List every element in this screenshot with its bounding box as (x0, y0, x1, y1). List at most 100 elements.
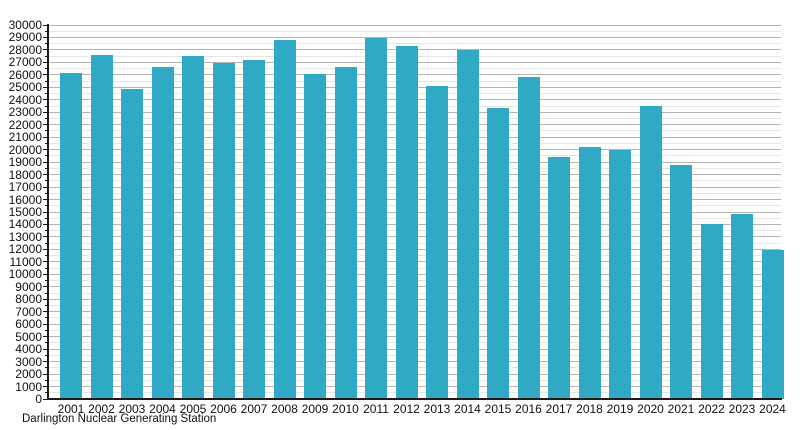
y-minor-tick (45, 192, 48, 194)
y-major-tick (43, 211, 48, 213)
y-minor-tick (45, 105, 48, 107)
y-major-tick (43, 124, 48, 126)
y-major-tick (43, 199, 48, 201)
y-tick-label: 28000 (8, 42, 42, 57)
x-tick-label: 2003 (118, 402, 146, 416)
x-tick-label: 2005 (179, 402, 207, 416)
y-major-tick (43, 373, 48, 375)
bar-2012 (395, 46, 418, 399)
major-gridline (48, 36, 781, 38)
y-tick-label: 6000 (15, 317, 42, 332)
y-tick-label: 29000 (8, 30, 42, 45)
y-minor-tick (45, 354, 48, 356)
y-tick-label: 30000 (8, 18, 42, 32)
x-tick-label: 2009 (301, 402, 329, 416)
y-tick-label: 12000 (8, 242, 42, 257)
x-tick-label: 2004 (149, 402, 176, 416)
y-tick-label: 25000 (8, 80, 42, 95)
bar-2009 (304, 73, 326, 399)
y-major-tick (43, 386, 48, 388)
x-tick-label: 2018 (576, 402, 603, 416)
y-major-tick (43, 174, 48, 176)
x-tick-label: 2015 (484, 402, 512, 416)
x-tick-label: 2010 (332, 402, 359, 416)
y-major-tick (43, 336, 48, 338)
x-tick-label: 2019 (606, 402, 634, 416)
y-tick-label: 4000 (15, 342, 42, 357)
bar-2002 (90, 54, 113, 399)
y-minor-tick (45, 118, 48, 119)
y-minor-tick (45, 267, 48, 269)
y-minor-tick (45, 217, 48, 219)
y-major-tick (43, 311, 48, 313)
bar-2022 (700, 223, 723, 399)
y-minor-tick (45, 329, 48, 331)
bar-2020 (639, 106, 662, 399)
y-minor-tick (45, 305, 48, 306)
x-tick-label: 2002 (88, 402, 115, 416)
y-minor-tick (45, 342, 48, 344)
y-major-tick (43, 49, 48, 51)
x-tick-label: 2017 (545, 402, 573, 416)
y-minor-tick (45, 255, 48, 257)
y-tick-label: 19000 (8, 155, 42, 170)
y-minor-tick (45, 379, 48, 381)
y-major-tick (43, 61, 48, 63)
x-tick-label: 2013 (423, 402, 451, 416)
y-major-tick (43, 286, 48, 288)
y-tick-label: 13000 (8, 229, 42, 244)
y-tick-label: 27000 (8, 55, 42, 70)
x-tick-label: 2006 (210, 402, 237, 416)
y-axis-line (47, 24, 49, 400)
bar-2018 (578, 147, 601, 399)
y-minor-tick (45, 130, 48, 132)
bar-2019 (609, 150, 631, 399)
bar-2005 (182, 55, 204, 399)
bar-2003 (121, 88, 143, 399)
bar-2017 (548, 157, 570, 399)
y-tick-label: 2000 (15, 367, 42, 382)
y-minor-tick (45, 167, 48, 169)
x-tick-label: 2016 (515, 402, 542, 416)
y-major-tick (43, 99, 48, 101)
bar-2008 (273, 39, 296, 399)
y-major-tick (43, 298, 48, 300)
y-minor-tick (45, 142, 48, 144)
y-major-tick (43, 348, 48, 350)
y-tick-label: 3000 (15, 354, 42, 369)
y-major-tick (43, 361, 48, 363)
y-major-tick (43, 111, 48, 113)
bar-2021 (670, 165, 692, 399)
y-tick-label: 14000 (8, 217, 42, 232)
bar-2011 (365, 38, 387, 399)
x-tick-label: 2011 (363, 402, 389, 416)
y-major-tick (43, 273, 48, 275)
y-minor-tick (45, 180, 48, 182)
bar-2014 (456, 49, 479, 399)
x-tick-label: 2022 (698, 402, 725, 416)
x-tick-label: 2023 (728, 402, 756, 416)
x-tick-label: 2007 (240, 402, 268, 416)
x-tick-label: 2021 (667, 402, 695, 416)
y-minor-tick (45, 80, 48, 82)
y-tick-label: 9000 (15, 279, 42, 294)
y-tick-label: 7000 (15, 304, 42, 319)
y-major-tick (43, 248, 48, 250)
y-tick-label: 24000 (8, 92, 42, 107)
bar-2024 (761, 250, 784, 399)
chart-title: Darlington Nuclear Generating Station (22, 413, 217, 425)
x-tick-label: 2001 (57, 402, 85, 416)
y-tick-label: 0 (35, 392, 42, 406)
y-major-tick (43, 136, 48, 138)
y-minor-tick (45, 43, 48, 45)
y-major-tick (43, 398, 48, 400)
y-minor-tick (45, 292, 48, 294)
bar-2010 (334, 67, 357, 399)
y-major-tick (43, 149, 48, 151)
x-tick-label: 2020 (637, 402, 664, 416)
x-axis-line (47, 398, 782, 400)
y-major-tick (43, 186, 48, 188)
y-tick-label: 20000 (8, 142, 42, 157)
y-major-tick (43, 223, 48, 225)
